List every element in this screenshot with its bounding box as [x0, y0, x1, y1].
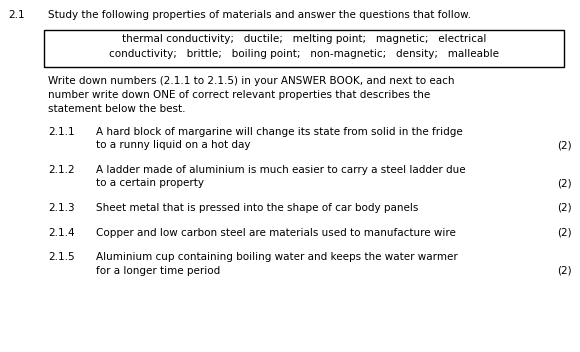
- Text: Aluminium cup containing boiling water and keeps the water warmer: Aluminium cup containing boiling water a…: [96, 252, 458, 262]
- Bar: [44, 30, 564, 67]
- Text: number write down ONE of correct relevant properties that describes the: number write down ONE of correct relevan…: [48, 90, 430, 100]
- Text: (2): (2): [557, 227, 572, 238]
- Text: 2.1.5: 2.1.5: [48, 252, 75, 262]
- Text: 2.1.3: 2.1.3: [48, 203, 75, 213]
- Text: Study the following properties of materials and answer the questions that follow: Study the following properties of materi…: [48, 10, 471, 20]
- Text: 2.1.2: 2.1.2: [48, 165, 75, 175]
- Text: (2): (2): [557, 178, 572, 189]
- Text: 2.1.4: 2.1.4: [48, 227, 75, 238]
- Text: to a runny liquid on a hot day: to a runny liquid on a hot day: [96, 140, 251, 151]
- Text: conductivity;   brittle;   boiling point;   non-magnetic;   density;   malleable: conductivity; brittle; boiling point; no…: [109, 49, 499, 59]
- Text: Copper and low carbon steel are materials used to manufacture wire: Copper and low carbon steel are material…: [96, 227, 456, 238]
- Text: statement below the best.: statement below the best.: [48, 103, 186, 113]
- Text: 2.1.1: 2.1.1: [48, 127, 75, 137]
- Text: A ladder made of aluminium is much easier to carry a steel ladder due: A ladder made of aluminium is much easie…: [96, 165, 466, 175]
- Text: thermal conductivity;   ductile;   melting point;   magnetic;   electrical: thermal conductivity; ductile; melting p…: [122, 34, 486, 44]
- Text: for a longer time period: for a longer time period: [96, 265, 220, 276]
- Text: A hard block of margarine will change its state from solid in the fridge: A hard block of margarine will change it…: [96, 127, 463, 137]
- Text: Write down numbers (2.1.1 to 2.1.5) in your ANSWER BOOK, and next to each: Write down numbers (2.1.1 to 2.1.5) in y…: [48, 76, 455, 87]
- Text: Sheet metal that is pressed into the shape of car body panels: Sheet metal that is pressed into the sha…: [96, 203, 418, 213]
- Text: 2.1: 2.1: [8, 10, 24, 20]
- Text: to a certain property: to a certain property: [96, 178, 204, 189]
- Text: (2): (2): [557, 140, 572, 151]
- Text: (2): (2): [557, 265, 572, 276]
- Text: (2): (2): [557, 203, 572, 213]
